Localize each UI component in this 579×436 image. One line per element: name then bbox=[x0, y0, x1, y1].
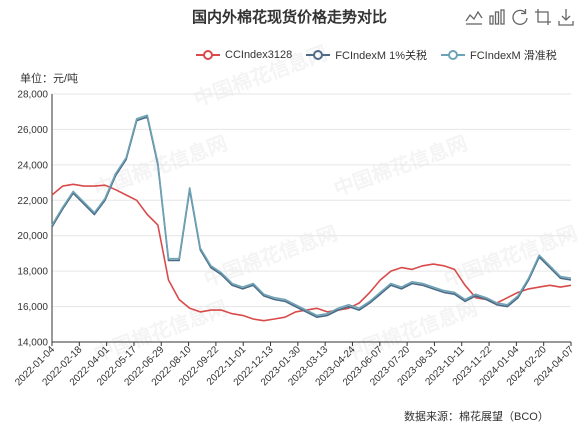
bar-chart-icon[interactable] bbox=[487, 7, 507, 27]
crop-icon[interactable] bbox=[533, 7, 553, 27]
series-line-2 bbox=[51, 114, 572, 317]
legend: CCIndex3128 FCIndexM 1%关税 FCIndexM 滑准税 bbox=[196, 46, 571, 64]
refresh-icon[interactable] bbox=[510, 7, 530, 27]
legend-item-fcindex-1pct[interactable]: FCIndexM 1%关税 bbox=[306, 47, 427, 63]
line-chart-icon[interactable] bbox=[464, 7, 484, 27]
legend-marker-fcindex-1pct bbox=[306, 50, 331, 60]
series-line-1 bbox=[51, 116, 572, 319]
download-icon[interactable] bbox=[556, 7, 576, 27]
legend-label-fcindex-sliding: FCIndexM 滑准税 bbox=[469, 50, 557, 62]
y-tick-label: 20,000 bbox=[17, 231, 48, 242]
unit-label: 单位：元/吨 bbox=[20, 73, 79, 85]
y-tick-label: 14,000 bbox=[17, 338, 48, 349]
y-tick-label: 26,000 bbox=[17, 125, 48, 136]
legend-item-fcindex-sliding[interactable]: FCIndexM 滑准税 bbox=[440, 47, 557, 63]
legend-marker-ccindex bbox=[196, 50, 220, 60]
legend-marker-fcindex-sliding bbox=[440, 50, 465, 60]
y-tick-label: 16,000 bbox=[17, 302, 48, 313]
toolbox bbox=[464, 7, 576, 27]
legend-item-ccindex[interactable]: CCIndex3128 bbox=[196, 49, 292, 61]
chart-title: 国内外棉花现货价格走势对比 bbox=[191, 9, 387, 26]
y-tick-label: 28,000 bbox=[17, 90, 48, 101]
source-note: 数据来源：棉花展望（BCO） bbox=[404, 411, 549, 423]
y-tick-label: 24,000 bbox=[17, 160, 48, 171]
y-tick-label: 18,000 bbox=[17, 267, 48, 278]
legend-label-ccindex: CCIndex3128 bbox=[225, 49, 293, 61]
legend-label-fcindex-1pct: FCIndexM 1%关税 bbox=[335, 50, 427, 62]
y-tick-label: 22,000 bbox=[17, 196, 48, 207]
